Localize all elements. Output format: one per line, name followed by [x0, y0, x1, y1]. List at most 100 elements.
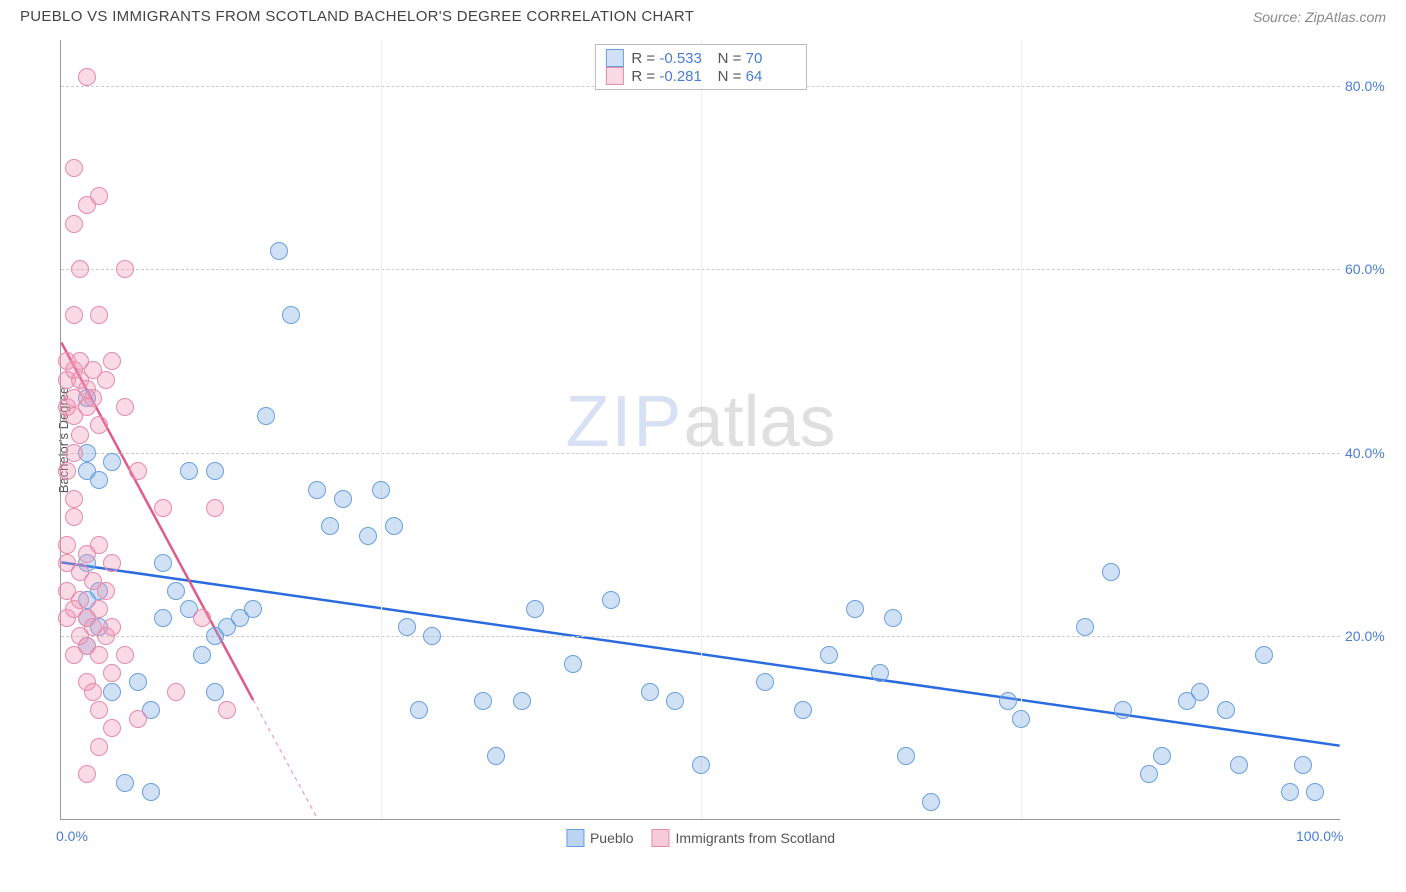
data-point: [167, 582, 185, 600]
data-point: [513, 692, 531, 710]
legend-stat-row: R = -0.533 N = 70: [605, 49, 795, 67]
data-point: [65, 444, 83, 462]
data-point: [103, 453, 121, 471]
data-point: [154, 499, 172, 517]
data-point: [206, 683, 224, 701]
data-point: [206, 499, 224, 517]
data-point: [794, 701, 812, 719]
data-point: [116, 774, 134, 792]
data-point: [244, 600, 262, 618]
data-point: [1294, 756, 1312, 774]
swatch-icon: [652, 829, 670, 847]
data-point: [65, 306, 83, 324]
data-point: [359, 527, 377, 545]
data-point: [71, 591, 89, 609]
data-point: [487, 747, 505, 765]
data-point: [84, 389, 102, 407]
legend-label: Pueblo: [590, 830, 634, 846]
x-tick-label: 100.0%: [1296, 828, 1343, 844]
data-point: [385, 517, 403, 535]
chart-title: PUEBLO VS IMMIGRANTS FROM SCOTLAND BACHE…: [20, 8, 694, 25]
legend-label: Immigrants from Scotland: [676, 830, 836, 846]
data-point: [129, 710, 147, 728]
data-point: [103, 618, 121, 636]
data-point: [97, 582, 115, 600]
data-point: [103, 352, 121, 370]
data-point: [90, 738, 108, 756]
data-point: [58, 536, 76, 554]
data-point: [71, 426, 89, 444]
data-point: [999, 692, 1017, 710]
data-point: [1012, 710, 1030, 728]
y-tick-label: 60.0%: [1345, 261, 1400, 277]
data-point: [90, 306, 108, 324]
data-point: [474, 692, 492, 710]
data-point: [103, 664, 121, 682]
data-point: [154, 554, 172, 572]
data-point: [1140, 765, 1158, 783]
data-point: [1114, 701, 1132, 719]
data-point: [1230, 756, 1248, 774]
data-point: [871, 664, 889, 682]
legend-item: Pueblo: [566, 829, 634, 847]
data-point: [129, 673, 147, 691]
stat-text: R = -0.281 N = 64: [631, 68, 795, 85]
data-point: [65, 159, 83, 177]
x-tick-label: 0.0%: [56, 828, 88, 844]
data-point: [193, 609, 211, 627]
data-point: [103, 719, 121, 737]
data-point: [90, 471, 108, 489]
data-point: [602, 591, 620, 609]
data-point: [756, 673, 774, 691]
data-point: [666, 692, 684, 710]
data-point: [193, 646, 211, 664]
y-tick-label: 20.0%: [1345, 628, 1400, 644]
data-point: [398, 618, 416, 636]
data-point: [116, 646, 134, 664]
gridline-v: [1021, 40, 1022, 819]
legend-item: Immigrants from Scotland: [652, 829, 836, 847]
y-tick-label: 40.0%: [1345, 445, 1400, 461]
data-point: [90, 536, 108, 554]
data-point: [78, 68, 96, 86]
data-point: [90, 187, 108, 205]
data-point: [257, 407, 275, 425]
data-point: [97, 371, 115, 389]
data-point: [90, 701, 108, 719]
data-point: [372, 481, 390, 499]
data-point: [526, 600, 544, 618]
data-point: [65, 490, 83, 508]
data-point: [1281, 783, 1299, 801]
data-point: [321, 517, 339, 535]
data-point: [58, 462, 76, 480]
y-tick-label: 80.0%: [1345, 78, 1400, 94]
data-point: [129, 462, 147, 480]
data-point: [103, 683, 121, 701]
swatch-icon: [605, 49, 623, 67]
data-point: [116, 398, 134, 416]
data-point: [65, 508, 83, 526]
data-point: [90, 646, 108, 664]
data-point: [1076, 618, 1094, 636]
data-point: [410, 701, 428, 719]
data-point: [142, 783, 160, 801]
data-point: [897, 747, 915, 765]
data-point: [846, 600, 864, 618]
data-point: [71, 260, 89, 278]
source-label: Source: ZipAtlas.com: [1253, 9, 1386, 25]
data-point: [206, 462, 224, 480]
data-point: [167, 683, 185, 701]
data-point: [692, 756, 710, 774]
data-point: [218, 701, 236, 719]
data-point: [1153, 747, 1171, 765]
data-point: [884, 609, 902, 627]
data-point: [90, 600, 108, 618]
data-point: [90, 416, 108, 434]
data-point: [1255, 646, 1273, 664]
data-point: [1306, 783, 1324, 801]
data-point: [423, 627, 441, 645]
data-point: [641, 683, 659, 701]
stat-text: R = -0.533 N = 70: [631, 50, 795, 67]
data-point: [564, 655, 582, 673]
data-point: [308, 481, 326, 499]
